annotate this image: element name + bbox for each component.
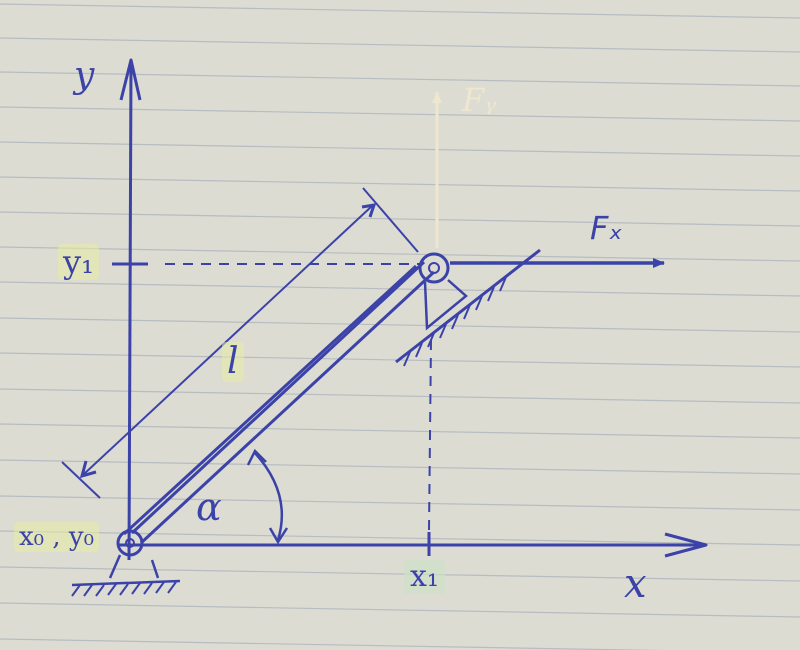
ruled-line <box>0 388 800 404</box>
x1-projection <box>428 339 432 531</box>
projection-lines <box>165 263 432 531</box>
ruled-line <box>0 423 800 439</box>
origin-label: x₀ , y₀ <box>14 522 99 552</box>
ruled-line <box>0 638 663 650</box>
ruled-line <box>0 602 800 618</box>
x1-label: x₁ <box>404 560 445 594</box>
ruled-line <box>0 459 800 475</box>
ruled-lines <box>0 3 800 650</box>
angle-label: α <box>196 485 222 529</box>
angle-arc <box>246 448 289 545</box>
ruled-line <box>0 37 800 53</box>
ruled-line <box>0 3 800 19</box>
length-label: l <box>222 342 244 382</box>
ruled-line <box>0 246 800 262</box>
ruled-line <box>0 281 800 297</box>
bottom-support <box>71 529 181 597</box>
x-axis <box>118 532 708 558</box>
ruled-line <box>0 141 800 157</box>
ruled-line <box>0 211 800 227</box>
top-support <box>395 248 541 367</box>
bar <box>122 260 436 545</box>
length-dimension <box>61 187 419 499</box>
x-axis-label: x <box>624 561 647 607</box>
ruled-line <box>0 106 800 122</box>
ruled-line <box>0 71 800 87</box>
y-axis <box>112 58 148 561</box>
y-axis-label: y <box>74 55 95 96</box>
force-y-label: Fᵧ <box>462 81 497 119</box>
ruled-line <box>0 566 800 582</box>
force-x-label: Fₓ <box>590 209 623 247</box>
ruled-line <box>0 495 800 511</box>
y1-label: y₁ <box>58 244 99 280</box>
ruled-line <box>0 176 800 192</box>
ruled-line <box>0 317 800 333</box>
